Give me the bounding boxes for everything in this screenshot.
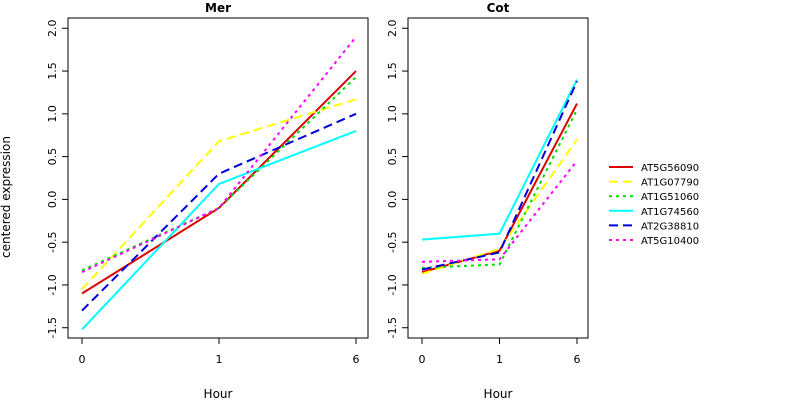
legend-label-at5g10400: AT5G10400	[641, 236, 699, 247]
panel-mer-y-tick-label: -1.5	[46, 317, 59, 338]
panel-mer-series-at2g38810	[81, 112, 357, 312]
legend-label-at1g51060: AT1G51060	[641, 192, 699, 203]
panel-cot-y-tick-label: 0.0	[386, 191, 399, 209]
panel-cot-series-at1g74560	[421, 79, 578, 241]
panel-mer-y-tick-label: 2.0	[46, 20, 59, 38]
panel-mer-series-at1g07790	[81, 98, 357, 290]
legend-label-at5g56090: AT5G56090	[641, 163, 699, 174]
panel-mer-y-tick-label: 0.5	[46, 148, 59, 166]
panel-mer-x-axis-label: Hour	[204, 387, 233, 400]
panel-cot: Cot -1.5 -1.0 -0.5 0.0 0.5 1.0 1.5 2.0 0 1 6 Hour	[386, 1, 589, 401]
panel-cot-series-at2g38810	[421, 80, 578, 271]
panel-mer-series-at1g51060	[81, 76, 357, 272]
panel-mer-y-tick-label: 1.0	[46, 105, 59, 123]
panel-mer-frame	[67, 17, 369, 339]
panel-mer: Mer -1.5 -1.0 -0.5 0.0 0.5 1.0 1.5 2.0 0 1 6 Hour	[46, 1, 369, 401]
panel-cot-y-tick-label: -1.0	[386, 274, 399, 295]
panel-cot-series-at1g07790	[421, 138, 578, 275]
legend-label-at1g07790: AT1G07790	[641, 178, 699, 189]
panel-cot-y-tick-label: -0.5	[386, 231, 399, 252]
panel-cot-y-tick-label: 0.5	[386, 148, 399, 166]
panel-cot-y-tick-label: 1.5	[386, 62, 399, 80]
legend-label-at1g74560: AT1G74560	[641, 207, 699, 218]
panel-cot-series-at5g56090	[421, 103, 578, 274]
panel-mer-series-at5g10400	[81, 36, 357, 274]
panel-mer-y-tick-label: -0.5	[46, 231, 59, 252]
panel-cot-series-at1g51060	[421, 109, 578, 269]
panel-cot-y-tick-label: -1.5	[386, 317, 399, 338]
panel-mer-series-at5g56090	[81, 70, 357, 295]
panel-mer-y-tick-label: 0.0	[46, 191, 59, 209]
panel-cot-x-tick-label: 1	[496, 353, 503, 366]
panel-mer-series-at1g74560	[81, 130, 357, 331]
panel-cot-x-tick-label: 0	[419, 353, 426, 366]
panel-mer-x-tick-label: 6	[353, 353, 360, 366]
shared-y-axis-label: centered expression	[0, 136, 13, 258]
legend-label-at2g38810: AT2G38810	[641, 221, 699, 232]
panel-cot-x-axis-label: Hour	[484, 387, 513, 400]
panel-cot-title: Cot	[487, 1, 510, 15]
panel-cot-series-at5g10400	[421, 160, 578, 263]
legend: AT5G56090 AT1G07790 AT1G51060 AT1G74560 AT2G…	[609, 163, 699, 247]
panel-mer-y-tick-label: 1.5	[46, 62, 59, 80]
panel-cot-y-tick-label: 1.0	[386, 105, 399, 123]
panel-cot-frame	[407, 17, 589, 339]
panel-mer-x-tick-label: 0	[79, 353, 86, 366]
panel-mer-y-tick-label: -1.0	[46, 274, 59, 295]
panel-cot-x-tick-label: 6	[574, 353, 581, 366]
panel-mer-title: Mer	[205, 1, 231, 15]
panel-mer-x-tick-label: 1	[216, 353, 223, 366]
panel-cot-y-tick-label: 2.0	[386, 20, 399, 38]
